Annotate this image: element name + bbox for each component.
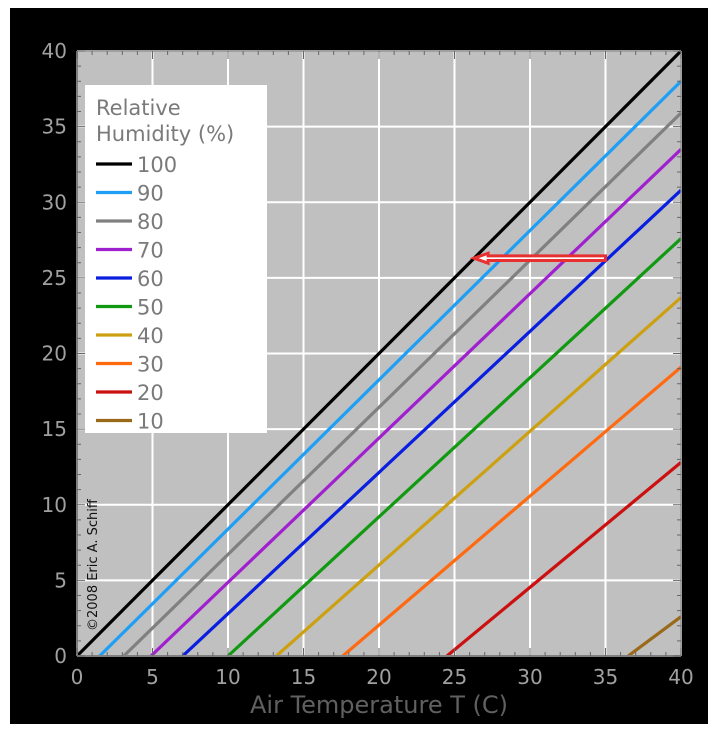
y-tick-label: 20 <box>42 342 67 366</box>
x-tick-label: 0 <box>71 665 84 689</box>
y-tick-label: 5 <box>54 568 67 592</box>
legend-box <box>85 85 267 433</box>
legend-label-40: 40 <box>137 324 164 348</box>
copyright-text: ©2008 Eric A. Schiff <box>86 498 101 631</box>
series-line-80 <box>122 111 683 658</box>
legend-label-70: 70 <box>137 239 164 263</box>
series-line-10 <box>627 615 682 658</box>
x-tick-label: 25 <box>442 665 467 689</box>
legend-title: Humidity (%) <box>96 122 234 146</box>
series-line-100 <box>75 49 683 658</box>
legend-label-90: 90 <box>137 182 164 206</box>
y-tick-label: 25 <box>42 266 67 290</box>
x-tick-label: 40 <box>668 665 693 689</box>
x-tick-label: 15 <box>291 665 316 689</box>
series-line-40 <box>275 296 683 658</box>
series-line-70 <box>149 148 683 658</box>
series-lines <box>75 49 683 658</box>
x-tick-label: 10 <box>215 665 240 689</box>
annotation-layer <box>469 251 607 266</box>
legend-label-50: 50 <box>137 296 164 320</box>
series-line-50 <box>226 237 683 658</box>
annotation-arrow <box>469 251 607 266</box>
x-axis-title: Air Temperature T (C) <box>250 691 508 719</box>
series-line-20 <box>445 461 683 658</box>
legend-label-30: 30 <box>137 353 164 377</box>
legend-label-20: 20 <box>137 381 164 405</box>
series-line-60 <box>181 188 683 658</box>
chart-figure: 0 5 10 15 20 25 30 35 40 0 5 10 15 20 25 30 35 40 Relativ… <box>10 8 708 724</box>
series-line-30 <box>341 365 683 658</box>
legend-label-60: 60 <box>137 267 164 291</box>
legend-title: Relative <box>96 96 181 120</box>
x-tick-label: 35 <box>593 665 618 689</box>
legend-label-10: 10 <box>137 410 164 434</box>
y-tick-label: 10 <box>42 493 67 517</box>
y-tick-label: 35 <box>42 115 67 139</box>
y-tick-label: 40 <box>42 39 67 63</box>
legend-label-100: 100 <box>137 153 177 177</box>
x-tick-label: 30 <box>517 665 542 689</box>
x-tick-label: 5 <box>146 665 159 689</box>
series-line-90 <box>98 80 683 658</box>
dew-point-chart: 0 5 10 15 20 25 30 35 40 0 5 10 15 20 25 30 35 40 Relativ… <box>42 39 694 719</box>
x-tick-label: 20 <box>366 665 391 689</box>
axes: 0 5 10 15 20 25 30 35 40 0 5 10 15 20 25 30 35 40 <box>42 39 694 689</box>
y-tick-label: 0 <box>54 644 67 668</box>
legend-label-80: 80 <box>137 210 164 234</box>
y-tick-label: 30 <box>42 190 67 214</box>
y-tick-label: 15 <box>42 417 67 441</box>
